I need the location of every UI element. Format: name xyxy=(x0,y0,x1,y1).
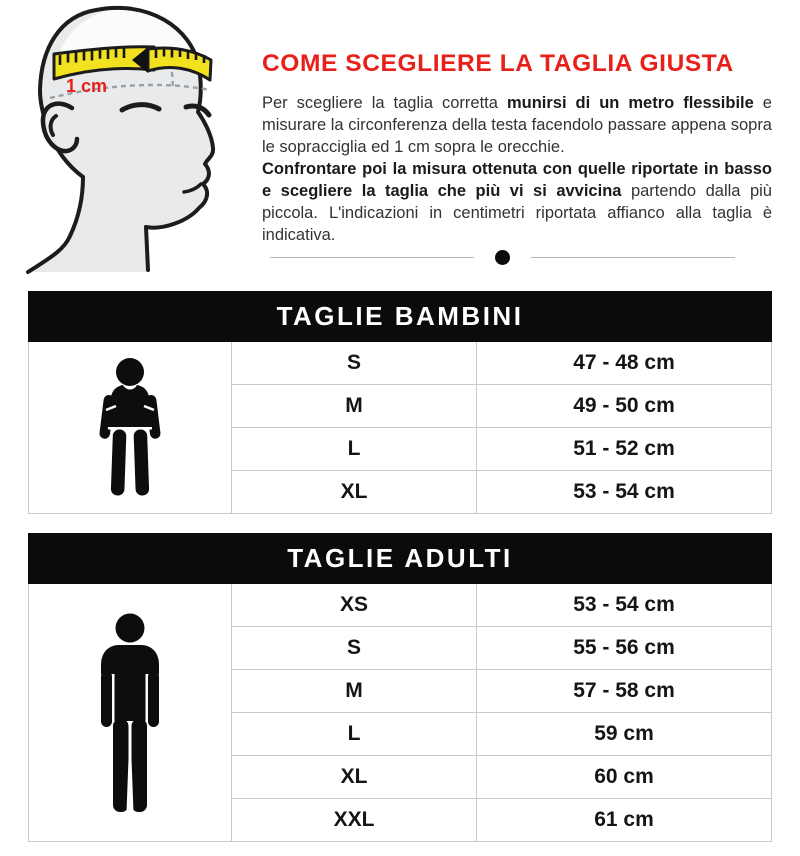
head-measuring-illustration: 1 cm xyxy=(26,5,216,274)
size-range: 60 cm xyxy=(594,765,654,788)
intro-section: 1 cm COME SCEGLIERE LA TAGLIA GIUSTA Per… xyxy=(0,0,800,291)
child-silhouette-icon xyxy=(99,357,161,495)
table-row: M 57 - 58 cm xyxy=(232,669,771,712)
size-label: M xyxy=(232,385,477,427)
table-row: S 47 - 48 cm xyxy=(232,342,771,384)
intro-text-bold-2: Confrontare poi la misura ottenuta con q… xyxy=(262,160,772,200)
icon-cell-bambini xyxy=(29,342,232,513)
tape-ticks xyxy=(58,48,206,65)
size-label: XS xyxy=(232,584,477,626)
size-range: 49 - 50 cm xyxy=(573,394,675,417)
size-table-bambini: TAGLIE BAMBINI S 47 - 48 cm xyxy=(28,291,772,514)
dashed-guides xyxy=(49,71,211,100)
table-body-adulti: XS 53 - 54 cm S 55 - 56 cm M 57 - 58 cm … xyxy=(28,584,772,842)
size-table-adulti: TAGLIE ADULTI XS 53 - 54 cm xyxy=(28,533,772,842)
table-row: L 59 cm xyxy=(232,712,771,755)
intro-text-normal-2: e misurare la circonferenza della testa … xyxy=(262,94,772,156)
intro-paragraph: Per scegliere la taglia corretta munirsi… xyxy=(262,92,772,246)
intro-text-normal-3: partendo dalla più piccola. L'indicazion… xyxy=(262,182,772,244)
rows-adulti: XS 53 - 54 cm S 55 - 56 cm M 57 - 58 cm … xyxy=(232,584,771,841)
table-row: M 49 - 50 cm xyxy=(232,384,771,427)
table-row: XL 53 - 54 cm xyxy=(232,470,771,513)
size-label: L xyxy=(232,428,477,470)
tape-arrow xyxy=(132,47,148,73)
adult-silhouette-icon xyxy=(101,613,159,812)
size-range: 51 - 52 cm xyxy=(573,437,675,460)
intro-text-normal-1: Per scegliere la taglia corretta xyxy=(262,94,507,112)
size-label: XXL xyxy=(232,799,477,841)
size-label: M xyxy=(232,670,477,712)
one-cm-label: 1 cm xyxy=(66,76,107,96)
intro-text-bold-1: munirsi di un metro flessibile xyxy=(506,94,754,112)
size-range: 61 cm xyxy=(594,808,654,831)
size-range: 59 cm xyxy=(594,722,654,745)
size-label: S xyxy=(232,342,477,384)
intro-block: COME SCEGLIERE LA TAGLIA GIUSTA Per sceg… xyxy=(262,50,772,246)
table-row: XS 53 - 54 cm xyxy=(232,584,771,626)
size-label: XL xyxy=(232,471,477,513)
size-label: S xyxy=(232,627,477,669)
ear xyxy=(40,101,80,154)
table-row: S 55 - 56 cm xyxy=(232,626,771,669)
table-title-bambini: TAGLIE BAMBINI xyxy=(28,291,772,342)
table-row: L 51 - 52 cm xyxy=(232,427,771,470)
size-label: XL xyxy=(232,756,477,798)
divider-line-right xyxy=(531,256,735,258)
size-range: 47 - 48 cm xyxy=(573,351,675,374)
divider-dot xyxy=(495,249,510,265)
table-body-bambini: S 47 - 48 cm M 49 - 50 cm L 51 - 52 cm X… xyxy=(28,342,772,514)
rows-bambini: S 47 - 48 cm M 49 - 50 cm L 51 - 52 cm X… xyxy=(232,342,771,513)
size-range: 55 - 56 cm xyxy=(573,636,675,659)
size-range: 53 - 54 cm xyxy=(573,593,675,616)
divider-line-left xyxy=(270,256,474,258)
table-title-adulti: TAGLIE ADULTI xyxy=(28,533,772,584)
table-row: XL 60 cm xyxy=(232,755,771,798)
section-divider xyxy=(270,249,735,265)
size-range: 53 - 54 cm xyxy=(573,480,675,503)
size-range: 57 - 58 cm xyxy=(573,679,675,702)
table-row: XXL 61 cm xyxy=(232,798,771,841)
page-title: COME SCEGLIERE LA TAGLIA GIUSTA xyxy=(262,50,734,77)
size-label: L xyxy=(232,713,477,755)
icon-cell-adulti xyxy=(29,584,232,841)
tape-measure xyxy=(52,45,213,82)
eyebrows xyxy=(119,102,212,118)
